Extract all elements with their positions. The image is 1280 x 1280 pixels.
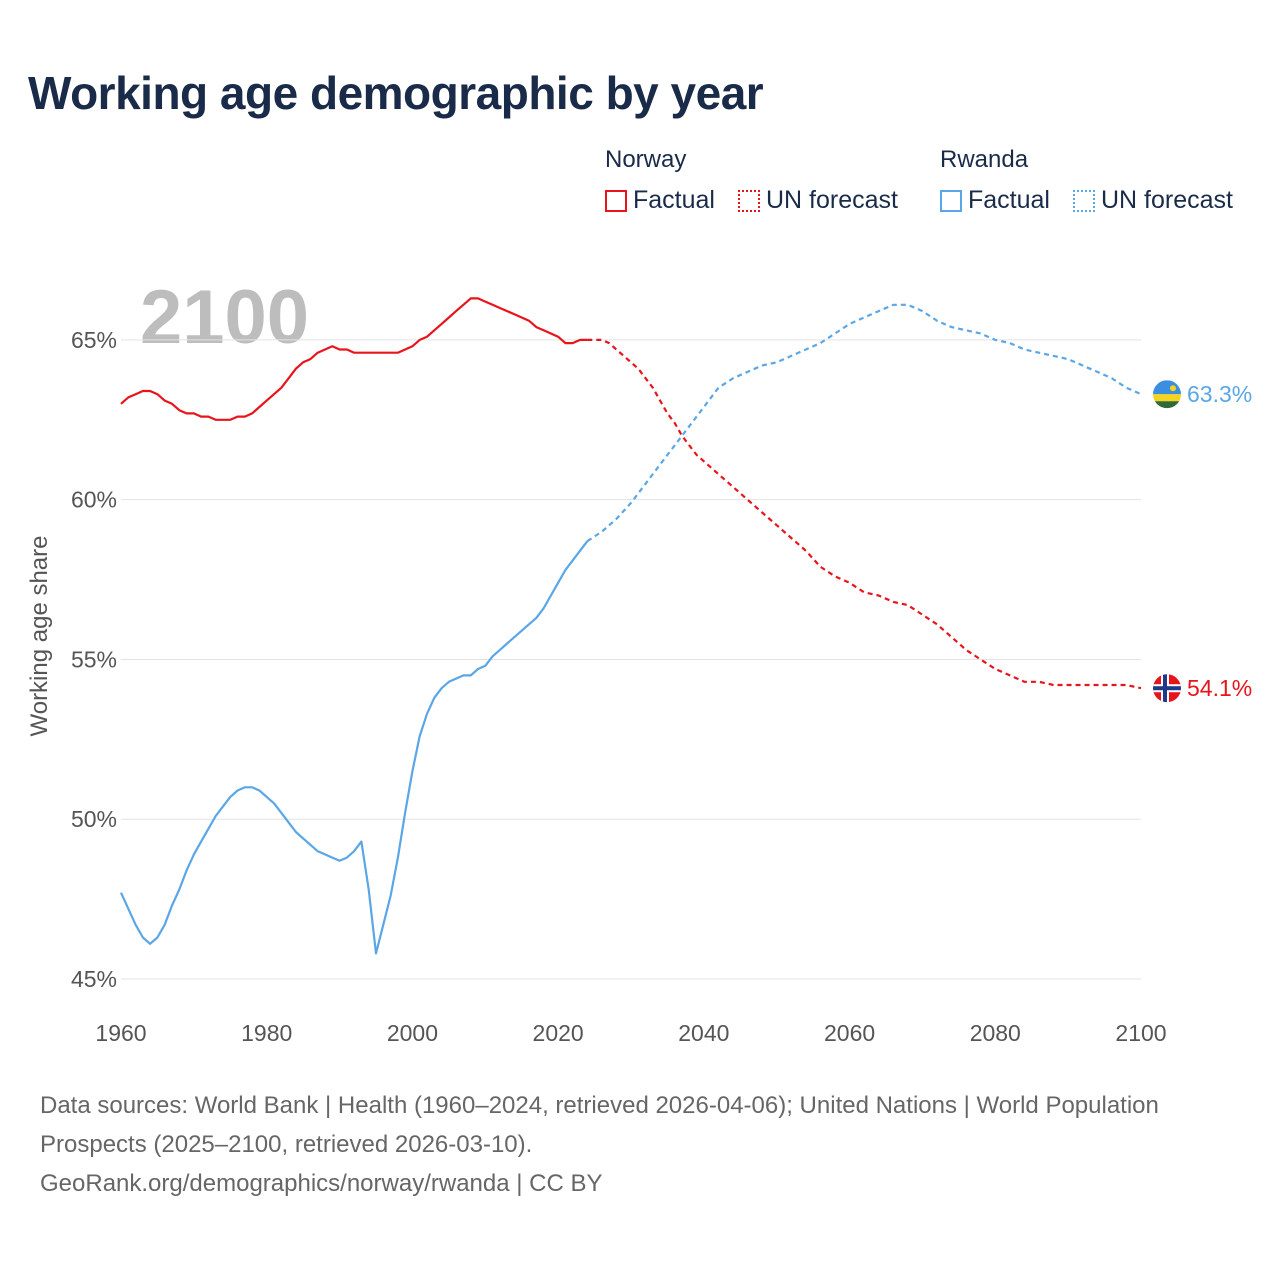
- legend-label: UN forecast: [1101, 186, 1233, 214]
- norway-end-label: 54.1%: [1187, 675, 1252, 701]
- norway-flag-icon: [1153, 674, 1181, 703]
- legend-group-norway: Norway: [605, 146, 687, 173]
- y-tick-label: 65%: [71, 327, 117, 353]
- rwanda-factual-line[interactable]: [119, 540, 589, 955]
- rwanda-forecast-line[interactable]: [586, 303, 1142, 543]
- legend-swatch-dotted: [1073, 189, 1095, 212]
- legend-label: Factual: [968, 186, 1050, 214]
- legend-rwanda-forecast[interactable]: UN forecast: [1073, 186, 1233, 215]
- x-tick-label: 2020: [533, 1020, 584, 1046]
- y-tick-labels: 45% 50% 55% 60% 65%: [71, 327, 117, 992]
- x-tick-label: 2060: [824, 1020, 875, 1046]
- series-lines: [119, 297, 1142, 955]
- x-tick-label: 1960: [95, 1020, 146, 1046]
- x-tick-label: 2080: [970, 1020, 1021, 1046]
- rwanda-end-label: 63.3%: [1187, 381, 1252, 407]
- y-tick-label: 50%: [71, 806, 117, 832]
- x-tick-label: 1980: [241, 1020, 292, 1046]
- norway-factual-line[interactable]: [120, 297, 588, 421]
- legend-rwanda-factual[interactable]: Factual: [940, 186, 1050, 215]
- footer-sources: Data sources: World Bank | Health (1960–…: [40, 1092, 1159, 1158]
- x-tick-labels: 1960 1980 2000 2020 2040 2060 2080 2100: [95, 1020, 1166, 1046]
- legend-swatch-solid: [940, 189, 962, 212]
- norway-forecast-line[interactable]: [587, 338, 1142, 690]
- legend-swatch-dotted: [738, 189, 760, 212]
- y-tick-label: 45%: [71, 966, 117, 992]
- x-tick-label: 2000: [387, 1020, 438, 1046]
- end-markers: 54.1% 63.3%: [1153, 380, 1252, 703]
- legend-label: UN forecast: [766, 186, 898, 214]
- y-tick-label: 55%: [71, 646, 117, 672]
- year-watermark: 2100: [140, 275, 310, 360]
- footer: Data sources: World Bank | Health (1960–…: [40, 1086, 1180, 1203]
- legend-group-rwanda: Rwanda: [940, 146, 1029, 173]
- gridlines: [121, 339, 1141, 980]
- legend-norway-forecast[interactable]: UN forecast: [738, 186, 898, 215]
- y-tick-label: 60%: [71, 487, 117, 513]
- x-tick-label: 2100: [1115, 1020, 1166, 1046]
- legend-norway-factual[interactable]: Factual: [605, 186, 715, 215]
- rwanda-flag-icon: [1153, 380, 1181, 409]
- legend-label: Factual: [633, 186, 715, 214]
- footer-attribution[interactable]: GeoRank.org/demographics/norway/rwanda |…: [40, 1170, 603, 1197]
- x-tick-label: 2040: [678, 1020, 729, 1046]
- chart-title: Working age demographic by year: [28, 67, 764, 119]
- legend-swatch-solid: [605, 189, 627, 212]
